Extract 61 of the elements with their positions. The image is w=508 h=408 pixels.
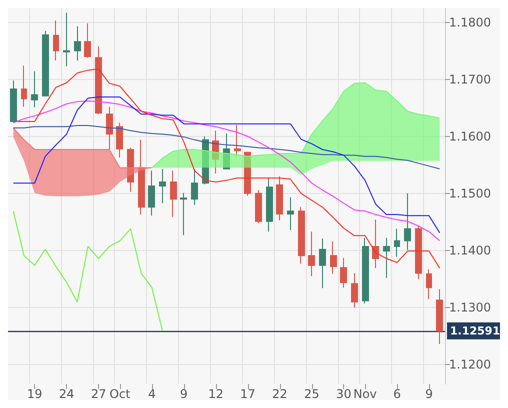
candlestick (383, 237, 390, 278)
candlestick (276, 176, 283, 221)
candlestick (298, 206, 305, 264)
x-tick-label: 4 (148, 387, 156, 401)
candlestick (170, 170, 177, 218)
y-tick-label: 1.1200 (449, 358, 491, 372)
candlestick (340, 257, 347, 288)
line-series (12, 125, 440, 170)
ref-line-label: 1.12591 (450, 324, 500, 338)
candlestick (21, 65, 27, 108)
x-tick-label: 24 (58, 387, 74, 401)
candlestick (53, 20, 59, 61)
candlestick (95, 46, 102, 115)
x-tick-label: 9 (180, 387, 188, 401)
candlestick (319, 238, 326, 289)
x-tick-label: 9 (425, 387, 433, 401)
y-tick-label: 1.1300 (449, 300, 491, 315)
candlestick (372, 219, 379, 269)
candlestick (255, 190, 262, 224)
y-tick-label: 1.1700 (449, 72, 491, 86)
x-tick-label: 19 (27, 387, 42, 401)
candlestick (10, 80, 17, 122)
candlestick (116, 122, 123, 158)
candlestick (191, 168, 198, 206)
candlestick (426, 268, 432, 300)
y-tick-label: 1.1500 (449, 186, 491, 200)
y-tick-label: 1.1800 (449, 15, 491, 30)
candlestick (42, 30, 49, 96)
line-series (12, 210, 164, 332)
y-tick-label: 1.1600 (449, 129, 491, 144)
x-tick-label: 22 (272, 387, 288, 401)
x-tick-label: 17 (240, 387, 256, 401)
candlestick (31, 70, 38, 108)
candlestick (148, 170, 155, 216)
candlestick (351, 272, 358, 308)
x-tick-label: Oct (110, 387, 131, 401)
y-tick-label: 1.1400 (449, 243, 491, 258)
line-series (12, 68, 440, 269)
x-tick-label: Nov (353, 387, 377, 401)
x-tick-label: 25 (304, 387, 320, 401)
candlestick (308, 231, 315, 277)
candlestick (330, 240, 337, 274)
x-tick-label: 6 (393, 387, 401, 401)
x-tick-label: 27 (90, 387, 106, 401)
candlestick (84, 22, 91, 58)
candlestick (180, 192, 187, 236)
candlestick (436, 288, 443, 345)
candlestick (266, 178, 273, 232)
candlestick (63, 12, 70, 67)
candlestick (404, 192, 411, 250)
candlestick (106, 106, 113, 150)
candlestick (394, 228, 400, 258)
candlestick (287, 196, 294, 230)
candlestick (74, 26, 81, 61)
candlestick (159, 168, 166, 204)
x-tick-label: 12 (208, 387, 224, 401)
candlestick (415, 224, 422, 280)
candlestick (362, 237, 369, 304)
x-tick-label: 30 (336, 387, 352, 401)
candlestick (234, 124, 241, 157)
candlestick (138, 139, 145, 216)
